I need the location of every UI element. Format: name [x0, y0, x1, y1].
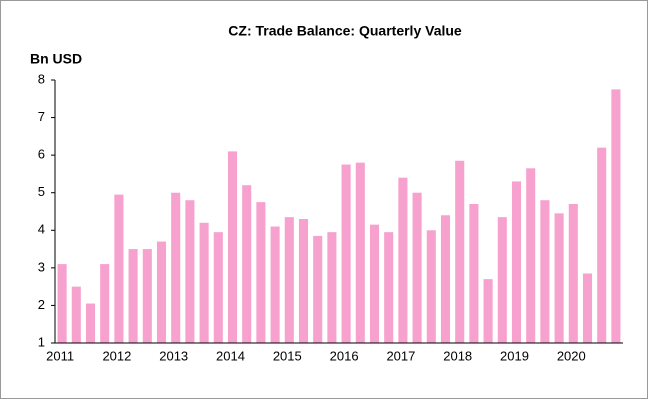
bar [611, 89, 621, 344]
bar [171, 192, 181, 343]
bar [242, 185, 252, 343]
bar [57, 264, 67, 343]
bar [341, 164, 351, 343]
y-tick-label: 1 [38, 334, 45, 349]
y-tick-label: 3 [38, 259, 45, 274]
bar [156, 241, 167, 343]
bar [483, 279, 493, 343]
x-tick-label: 2016 [330, 348, 359, 363]
bar [369, 224, 380, 343]
x-tick-label: 2012 [102, 348, 131, 363]
bar [440, 215, 451, 343]
bar [426, 230, 436, 343]
bar [455, 160, 465, 343]
bar [582, 273, 593, 343]
bar [526, 168, 536, 343]
x-tick-label: 2019 [500, 348, 529, 363]
bar [213, 232, 223, 343]
bar [540, 200, 550, 343]
x-tick-label: 2020 [557, 348, 586, 363]
bar [384, 232, 394, 343]
y-axis-label: Bn USD [30, 51, 82, 67]
bar [497, 217, 507, 343]
x-tick-label: 2015 [273, 348, 302, 363]
bar [199, 222, 209, 343]
bar [355, 162, 365, 343]
chart-title: CZ: Trade Balance: Quarterly Value [228, 23, 462, 39]
bar [71, 286, 81, 343]
bar [554, 213, 564, 343]
bar [568, 203, 578, 343]
bar [227, 151, 238, 343]
bar [114, 194, 124, 343]
y-tick-label: 8 [38, 71, 45, 86]
y-tick-label: 7 [38, 109, 45, 124]
bar [128, 249, 138, 343]
bar [256, 202, 266, 343]
bar [270, 226, 280, 343]
bar [284, 217, 294, 343]
x-tick-label: 2011 [46, 348, 74, 363]
bar [398, 177, 408, 343]
bar [313, 235, 323, 343]
x-tick-label: 2018 [443, 348, 472, 363]
bar [298, 219, 309, 343]
x-tick-label: 2013 [159, 348, 188, 363]
bar [511, 181, 522, 343]
x-tick-label: 2017 [386, 348, 415, 363]
bar [85, 303, 96, 343]
y-tick-label: 6 [38, 147, 45, 162]
bar [469, 203, 479, 343]
bar [597, 147, 607, 343]
y-tick-label: 4 [38, 222, 45, 237]
y-tick-label: 2 [38, 297, 45, 312]
y-tick-label: 5 [38, 184, 45, 199]
bar [142, 249, 152, 343]
bar [327, 232, 337, 343]
bar [100, 264, 110, 343]
x-tick-label: 2014 [216, 348, 245, 363]
bar [412, 192, 422, 343]
bar [185, 200, 195, 343]
